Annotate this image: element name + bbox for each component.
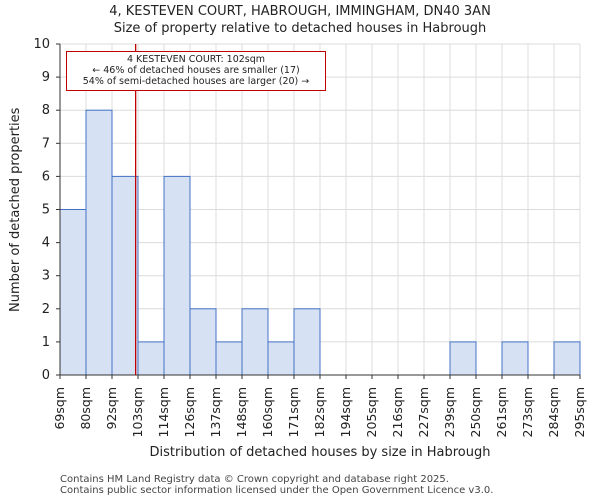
bar [501, 341, 529, 376]
y-tick-labels: 0 1 2 3 4 5 6 7 8 9 10 [33, 37, 60, 383]
x-tick-label: 295sqm [572, 387, 587, 437]
x-tick-label: 250sqm [468, 387, 483, 437]
marker-annotation: 4 KESTEVEN COURT: 102sqm ← 46% of detach… [66, 51, 326, 91]
chart-title: 4, KESTEVEN COURT, HABROUGH, IMMINGHAM, … [109, 4, 491, 19]
y-tick-label: 6 [42, 169, 50, 184]
x-tick-label: 137sqm [208, 387, 223, 437]
bar [241, 308, 269, 376]
y-tick-label: 1 [42, 335, 50, 350]
x-tick-label: 160sqm [260, 387, 275, 437]
x-tick-label: 171sqm [286, 387, 301, 437]
y-tick-label: 4 [42, 236, 50, 251]
x-tick-label: 114sqm [156, 387, 171, 437]
footer-line-1: Contains HM Land Registry data © Crown c… [60, 474, 449, 485]
bar [163, 175, 191, 376]
x-tick-label: 182sqm [312, 387, 327, 437]
bar [85, 109, 113, 376]
x-tick-label: 148sqm [234, 387, 249, 437]
bar [59, 209, 87, 376]
x-tick-labels: 69sqm 80sqm 92sqm 103sqm 114sqm 126sqm 137sqm 1… [52, 375, 587, 437]
x-tick-label: 239sqm [442, 387, 457, 437]
x-tick-label: 261sqm [494, 387, 509, 437]
x-axis-label: Distribution of detached houses by size … [149, 445, 491, 460]
bars [59, 109, 581, 376]
y-tick-label: 2 [42, 302, 50, 317]
x-tick-label: 227sqm [416, 387, 431, 437]
x-tick-label: 69sqm [52, 387, 67, 430]
y-tick-label: 10 [33, 37, 50, 52]
x-tick-label: 103sqm [130, 387, 145, 437]
x-tick-label: 273sqm [520, 387, 535, 437]
x-tick-label: 205sqm [364, 387, 379, 437]
bar [137, 341, 165, 376]
y-tick-label: 9 [42, 70, 50, 85]
footer-line-2: Contains public sector information licen… [60, 485, 494, 496]
x-tick-label: 126sqm [182, 387, 197, 437]
y-tick-label: 3 [42, 269, 50, 284]
x-tick-label: 284sqm [546, 387, 561, 437]
annotation-line-2: ← 46% of detached houses are smaller (17… [92, 65, 300, 76]
y-tick-label: 8 [42, 103, 50, 118]
x-tick-label: 194sqm [338, 387, 353, 437]
bar [293, 308, 321, 376]
bar [449, 341, 477, 376]
bar [189, 308, 217, 376]
bar [267, 341, 295, 376]
x-tick-label: 216sqm [390, 387, 405, 437]
y-axis-label: Number of detached properties [8, 107, 23, 312]
annotation-line-3: 54% of semi-detached houses are larger (… [82, 76, 310, 87]
x-tick-label: 92sqm [104, 387, 119, 430]
annotation-line-1: 4 KESTEVEN COURT: 102sqm [126, 54, 266, 65]
x-tick-label: 80sqm [78, 387, 93, 430]
y-tick-label: 5 [42, 203, 50, 218]
y-tick-label: 7 [42, 136, 50, 151]
bar [553, 341, 581, 376]
chart-subtitle: Size of property relative to detached ho… [113, 21, 487, 36]
bar [111, 175, 139, 376]
bar [215, 341, 243, 376]
y-tick-label: 0 [42, 368, 50, 383]
